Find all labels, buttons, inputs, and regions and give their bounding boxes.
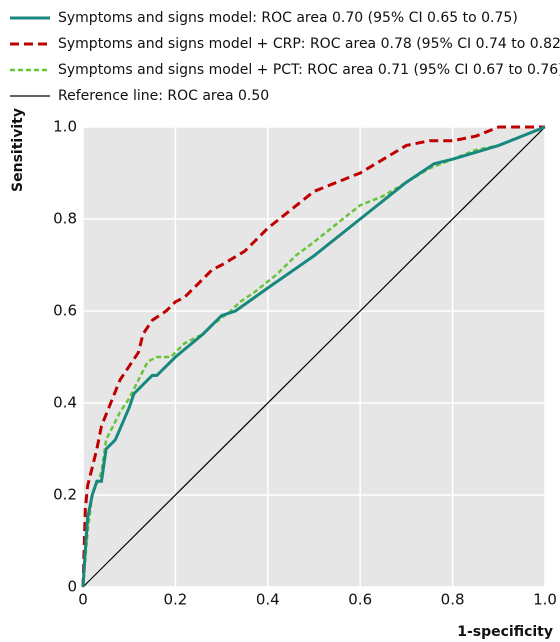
legend-label: Symptoms and signs model: ROC area 0.70 … [58,10,518,26]
y-axis-title: Sensitivity [10,108,26,192]
y-tick-label: 0 [67,578,77,596]
x-tick-label: 1.0 [533,591,557,609]
y-tick-label: 0.2 [53,486,77,504]
roc-line [82,126,546,588]
x-tick-label: 0.8 [441,591,465,609]
y-tick-label: 0.8 [53,210,77,228]
x-tick-label: 0.6 [348,591,372,609]
legend-label: Symptoms and signs model + PCT: ROC area… [58,62,560,78]
legend-label: Reference line: ROC area 0.50 [58,88,269,104]
roc-line [81,125,545,588]
x-tick-label: 0.4 [256,591,280,609]
roc-line [81,125,546,588]
x-tick-label: 0 [78,591,88,609]
y-tick-label: 0.6 [53,302,77,320]
x-tick-label: 0.2 [163,591,187,609]
y-tick-label: 0.4 [53,394,77,412]
legend-label: Symptoms and signs model + CRP: ROC area… [58,36,560,52]
x-axis-title: 1-specificity [457,624,553,640]
y-tick-label: 1.0 [53,118,77,136]
